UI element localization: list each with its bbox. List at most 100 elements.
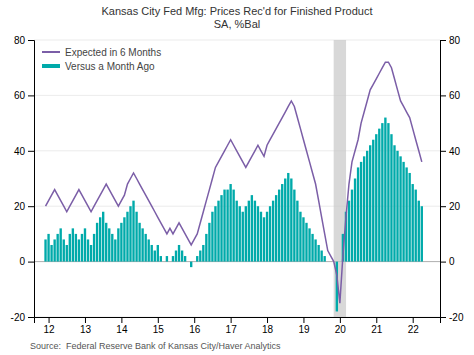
bar [154,251,156,262]
bar [357,167,359,261]
bar [393,145,395,261]
x-tick-mark [158,317,159,323]
bar [138,223,140,262]
y2-tick: 80 [440,35,461,46]
bar [281,184,283,262]
bar [239,206,241,261]
bar [402,162,404,262]
bar [327,261,329,262]
bar [169,261,171,262]
bar [120,223,122,262]
bar [151,245,153,262]
bar [232,190,234,262]
bar [126,212,128,262]
bar [412,184,414,262]
bar [381,123,383,262]
bar [108,228,110,261]
y-axis-line [28,41,35,318]
shaded-region [334,40,346,317]
grid [34,40,440,317]
x-tick-mark [303,317,304,323]
x-tick: 18 [262,317,274,335]
bar [323,256,325,262]
x-tick-label: 14 [116,324,128,335]
bar [84,228,86,261]
bar [99,217,101,261]
y2-tick: 20 [440,201,461,212]
grid-line [34,40,440,41]
bar [93,234,95,262]
y2-tick-mark [440,262,446,263]
bar [302,217,304,261]
bar [202,245,204,262]
legend-swatch [42,64,60,68]
y-tick-label: 40 [14,146,26,157]
x-tick: 19 [298,317,310,335]
bar [184,256,186,262]
bar [111,234,113,262]
y-tick-mark [28,317,34,318]
bar [305,223,307,262]
y2-tick-label: -20 [449,312,464,323]
bar [390,134,392,261]
bar [296,201,298,262]
legend-item: Versus a Month Ago [42,61,155,72]
x-tick: 14 [116,317,128,335]
x-tick-label: 16 [189,324,201,335]
legend-label: Versus a Month Ago [65,61,155,72]
bar [211,212,213,262]
bar [160,256,162,262]
bar [266,212,268,262]
y-tick: 40 [14,146,34,157]
bar [415,190,417,262]
bar [187,261,189,262]
bar [263,217,265,261]
bar [248,201,250,262]
bar [378,129,380,262]
bar [229,184,231,262]
bar [278,190,280,262]
bar [220,195,222,261]
bar [72,228,74,261]
bar [193,261,195,262]
y-tick-mark [28,40,34,41]
bar [102,212,104,262]
x-tick: 13 [80,317,92,335]
bar [69,234,71,262]
bar [284,179,286,262]
bar [299,212,301,262]
x-axis: 1213141516171819202122 [35,317,441,335]
bar [260,212,262,262]
bar [275,195,277,261]
bar [372,140,374,262]
plot: 1213141516171819202122-20020406080-20020… [11,35,464,335]
y2-tick-label: 0 [449,256,455,267]
x-tick: 20 [335,317,347,335]
y2-tick: 60 [440,90,461,101]
x-tick: 15 [153,317,165,335]
legend-swatch [42,51,60,53]
y-tick-label: 20 [14,201,26,212]
y2-tick: 40 [440,146,461,157]
bar [123,217,125,261]
x-tick-mark [413,317,414,323]
bar [190,262,192,268]
x-tick-label: 19 [298,324,310,335]
y-tick-mark [28,262,34,263]
y2-tick-mark [440,151,446,152]
y2-tick-label: 60 [449,90,461,101]
bar [351,190,353,262]
bar [178,245,180,262]
bar [251,195,253,261]
x-tick: 22 [408,317,420,335]
x-tick-mark [194,317,195,323]
bar [114,239,116,261]
y2-tick-mark [440,317,446,318]
y-tick-label: 60 [14,90,26,101]
x-tick-mark [267,317,268,323]
bar [317,245,319,262]
bar [354,179,356,262]
y2-tick-mark [440,95,446,96]
line [46,62,422,303]
bar [53,239,55,261]
